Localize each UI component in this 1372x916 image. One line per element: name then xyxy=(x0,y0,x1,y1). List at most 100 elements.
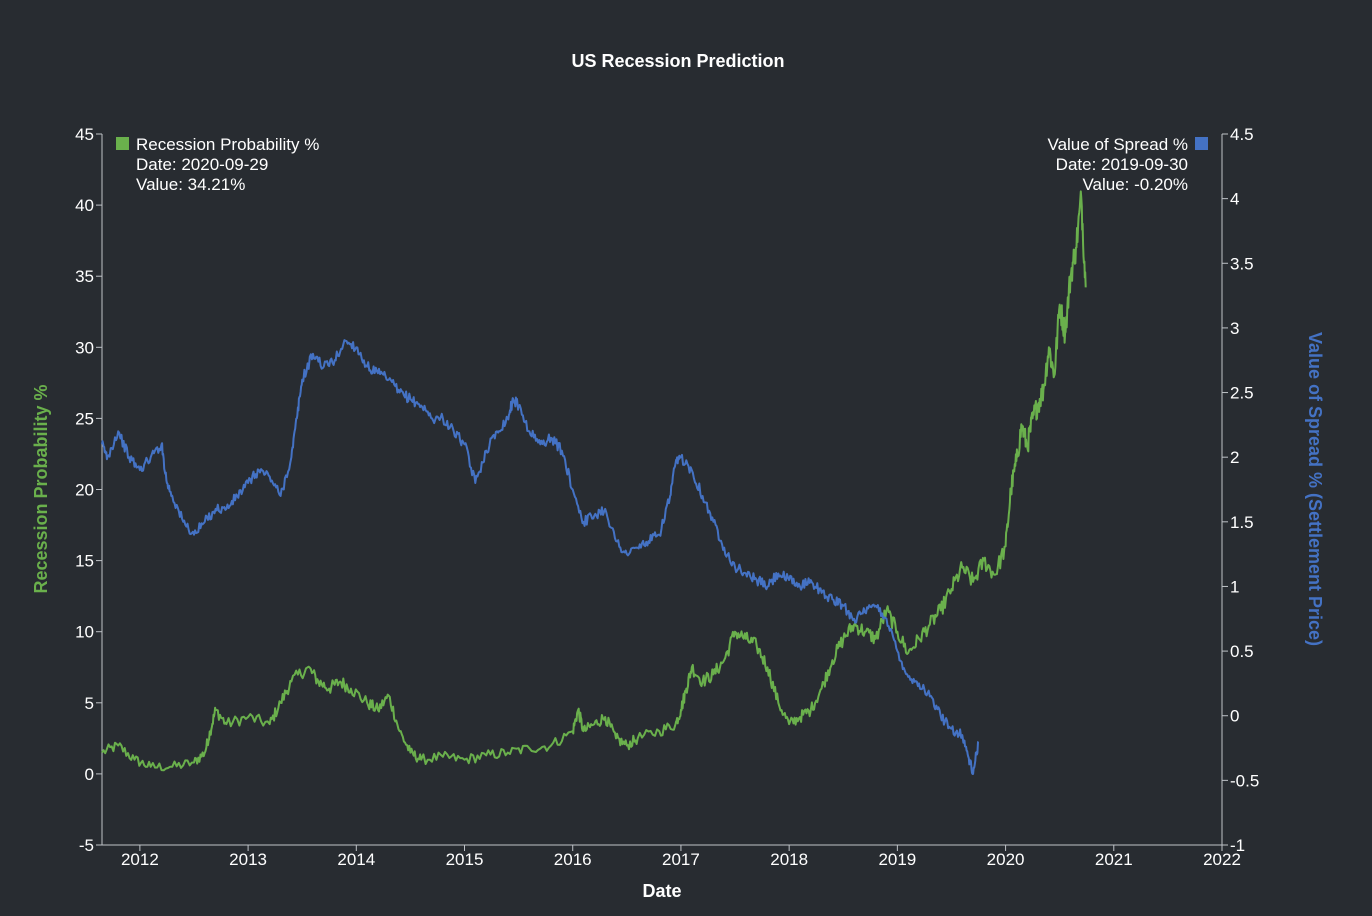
legend-left-name: Recession Probability % xyxy=(136,135,319,154)
y-left-axis-title: Recession Probability % xyxy=(31,384,51,593)
data-point xyxy=(257,469,260,472)
data-point xyxy=(117,430,120,433)
legend-right-date: Date: 2019-09-30 xyxy=(1056,155,1188,174)
legend-left-date: Date: 2020-09-29 xyxy=(136,155,268,174)
data-point xyxy=(658,533,661,536)
data-point xyxy=(225,507,228,510)
data-point xyxy=(625,553,628,556)
data-point xyxy=(550,744,553,747)
data-point xyxy=(306,666,309,669)
data-point xyxy=(517,404,520,407)
data-point xyxy=(853,617,856,620)
data-point xyxy=(290,680,293,683)
data-point xyxy=(918,637,921,640)
y-right-tick-label: 4.5 xyxy=(1230,125,1254,144)
data-point xyxy=(809,578,812,581)
series-line-spread-value xyxy=(101,339,980,775)
data-point xyxy=(625,744,628,747)
data-point xyxy=(268,723,271,726)
data-point xyxy=(712,520,715,523)
data-point xyxy=(885,617,888,620)
data-point xyxy=(966,753,969,756)
data-point xyxy=(863,630,866,633)
data-point xyxy=(528,747,531,750)
data-point xyxy=(128,456,131,459)
data-point xyxy=(977,740,980,743)
data-point xyxy=(798,716,801,719)
data-point xyxy=(225,723,228,726)
data-point xyxy=(398,391,401,394)
y-right-tick-label: 3 xyxy=(1230,319,1239,338)
x-tick-label: 2012 xyxy=(121,850,159,869)
data-point xyxy=(1047,346,1050,349)
data-point xyxy=(577,708,580,711)
data-point xyxy=(863,611,866,614)
y-right-tick-label: 3.5 xyxy=(1230,254,1254,273)
legend-left-value: Value: 34.21% xyxy=(136,175,245,194)
data-point xyxy=(149,765,152,768)
data-point xyxy=(582,520,585,523)
data-point xyxy=(1058,303,1061,306)
data-point xyxy=(766,666,769,669)
y-right-tick-label: 1 xyxy=(1230,577,1239,596)
data-point xyxy=(755,578,758,581)
y-left-tick-label: 20 xyxy=(75,481,94,500)
x-tick-label: 2020 xyxy=(987,850,1025,869)
data-point xyxy=(636,546,639,549)
data-point xyxy=(842,637,845,640)
data-point xyxy=(279,701,282,704)
y-left-tick-label: 30 xyxy=(75,338,94,357)
data-point xyxy=(1053,374,1056,377)
data-point xyxy=(441,755,444,758)
data-point xyxy=(247,482,250,485)
data-point xyxy=(734,630,737,633)
data-point xyxy=(907,675,910,678)
data-point xyxy=(918,682,921,685)
data-point xyxy=(928,623,931,626)
data-point xyxy=(495,430,498,433)
data-point xyxy=(550,436,553,439)
data-point xyxy=(192,761,195,764)
data-point xyxy=(247,716,250,719)
data-point xyxy=(560,449,563,452)
data-point xyxy=(409,398,412,401)
data-point xyxy=(1015,460,1018,463)
x-axis-title: Date xyxy=(642,881,681,901)
data-point xyxy=(647,540,650,543)
y-right-tick-label: -0.5 xyxy=(1230,771,1259,790)
data-point xyxy=(690,666,693,669)
data-point xyxy=(171,494,174,497)
y-right-tick-label: -1 xyxy=(1230,836,1245,855)
data-point xyxy=(685,687,688,690)
data-point xyxy=(723,659,726,662)
data-point xyxy=(928,695,931,698)
y-left-tick-label: 15 xyxy=(75,552,94,571)
data-point xyxy=(398,730,401,733)
data-point xyxy=(192,533,195,536)
data-point xyxy=(950,588,953,591)
data-point xyxy=(452,430,455,433)
data-point xyxy=(349,687,352,690)
data-point xyxy=(463,443,466,446)
data-point xyxy=(701,494,704,497)
data-point xyxy=(279,494,282,497)
data-point xyxy=(387,694,390,697)
data-point xyxy=(441,417,444,420)
data-point xyxy=(117,744,120,747)
y-right-axis-title: Value of Spread % (Settlement Price) xyxy=(1305,332,1325,646)
data-point xyxy=(679,456,682,459)
y-left-tick-label: 10 xyxy=(75,623,94,642)
data-point xyxy=(950,727,953,730)
y-right-tick-label: 2.5 xyxy=(1230,384,1254,403)
data-point xyxy=(295,417,298,420)
data-point xyxy=(1009,488,1012,491)
x-tick-label: 2015 xyxy=(446,850,484,869)
data-point xyxy=(387,378,390,381)
data-point xyxy=(993,573,996,576)
data-point xyxy=(723,546,726,549)
data-point xyxy=(896,630,899,633)
x-tick-label: 2021 xyxy=(1095,850,1133,869)
data-point xyxy=(290,456,293,459)
data-point xyxy=(474,482,477,485)
data-point xyxy=(312,352,315,355)
